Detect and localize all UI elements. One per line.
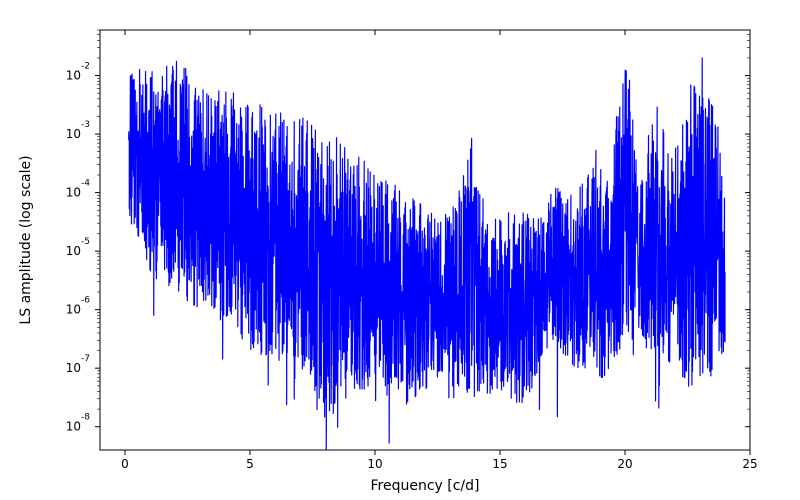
y-tick-label: 10-4 (66, 179, 91, 200)
x-tick-label: 0 (121, 457, 129, 471)
y-tick-label: 10-6 (66, 296, 91, 317)
y-tick-label: 10-8 (66, 413, 91, 434)
x-tick-label: 20 (617, 457, 632, 471)
x-axis-label: Frequency [c/d] (371, 478, 480, 494)
y-tick-label: 10-3 (66, 120, 90, 141)
x-tick-label: 15 (492, 457, 507, 471)
y-tick-label: 10-2 (66, 62, 90, 83)
y-axis-label: LS amplitude (log scale) (18, 155, 34, 324)
x-tick-label: 10 (367, 457, 382, 471)
periodogram-line (129, 58, 725, 450)
y-tick-label: 10-5 (66, 237, 90, 258)
y-tick-label: 10-7 (66, 354, 90, 375)
periodogram-chart: 0 5 10 15 20 25 10-8 10-7 10-6 10-5 10-4 10-3 10-2 Fr… (0, 0, 800, 500)
chart-svg: 0 5 10 15 20 25 10-8 10-7 10-6 10-5 10-4 10-3 10-2 Fr… (0, 0, 800, 500)
x-tick-label: 5 (246, 457, 254, 471)
x-tick-label: 25 (742, 457, 757, 471)
